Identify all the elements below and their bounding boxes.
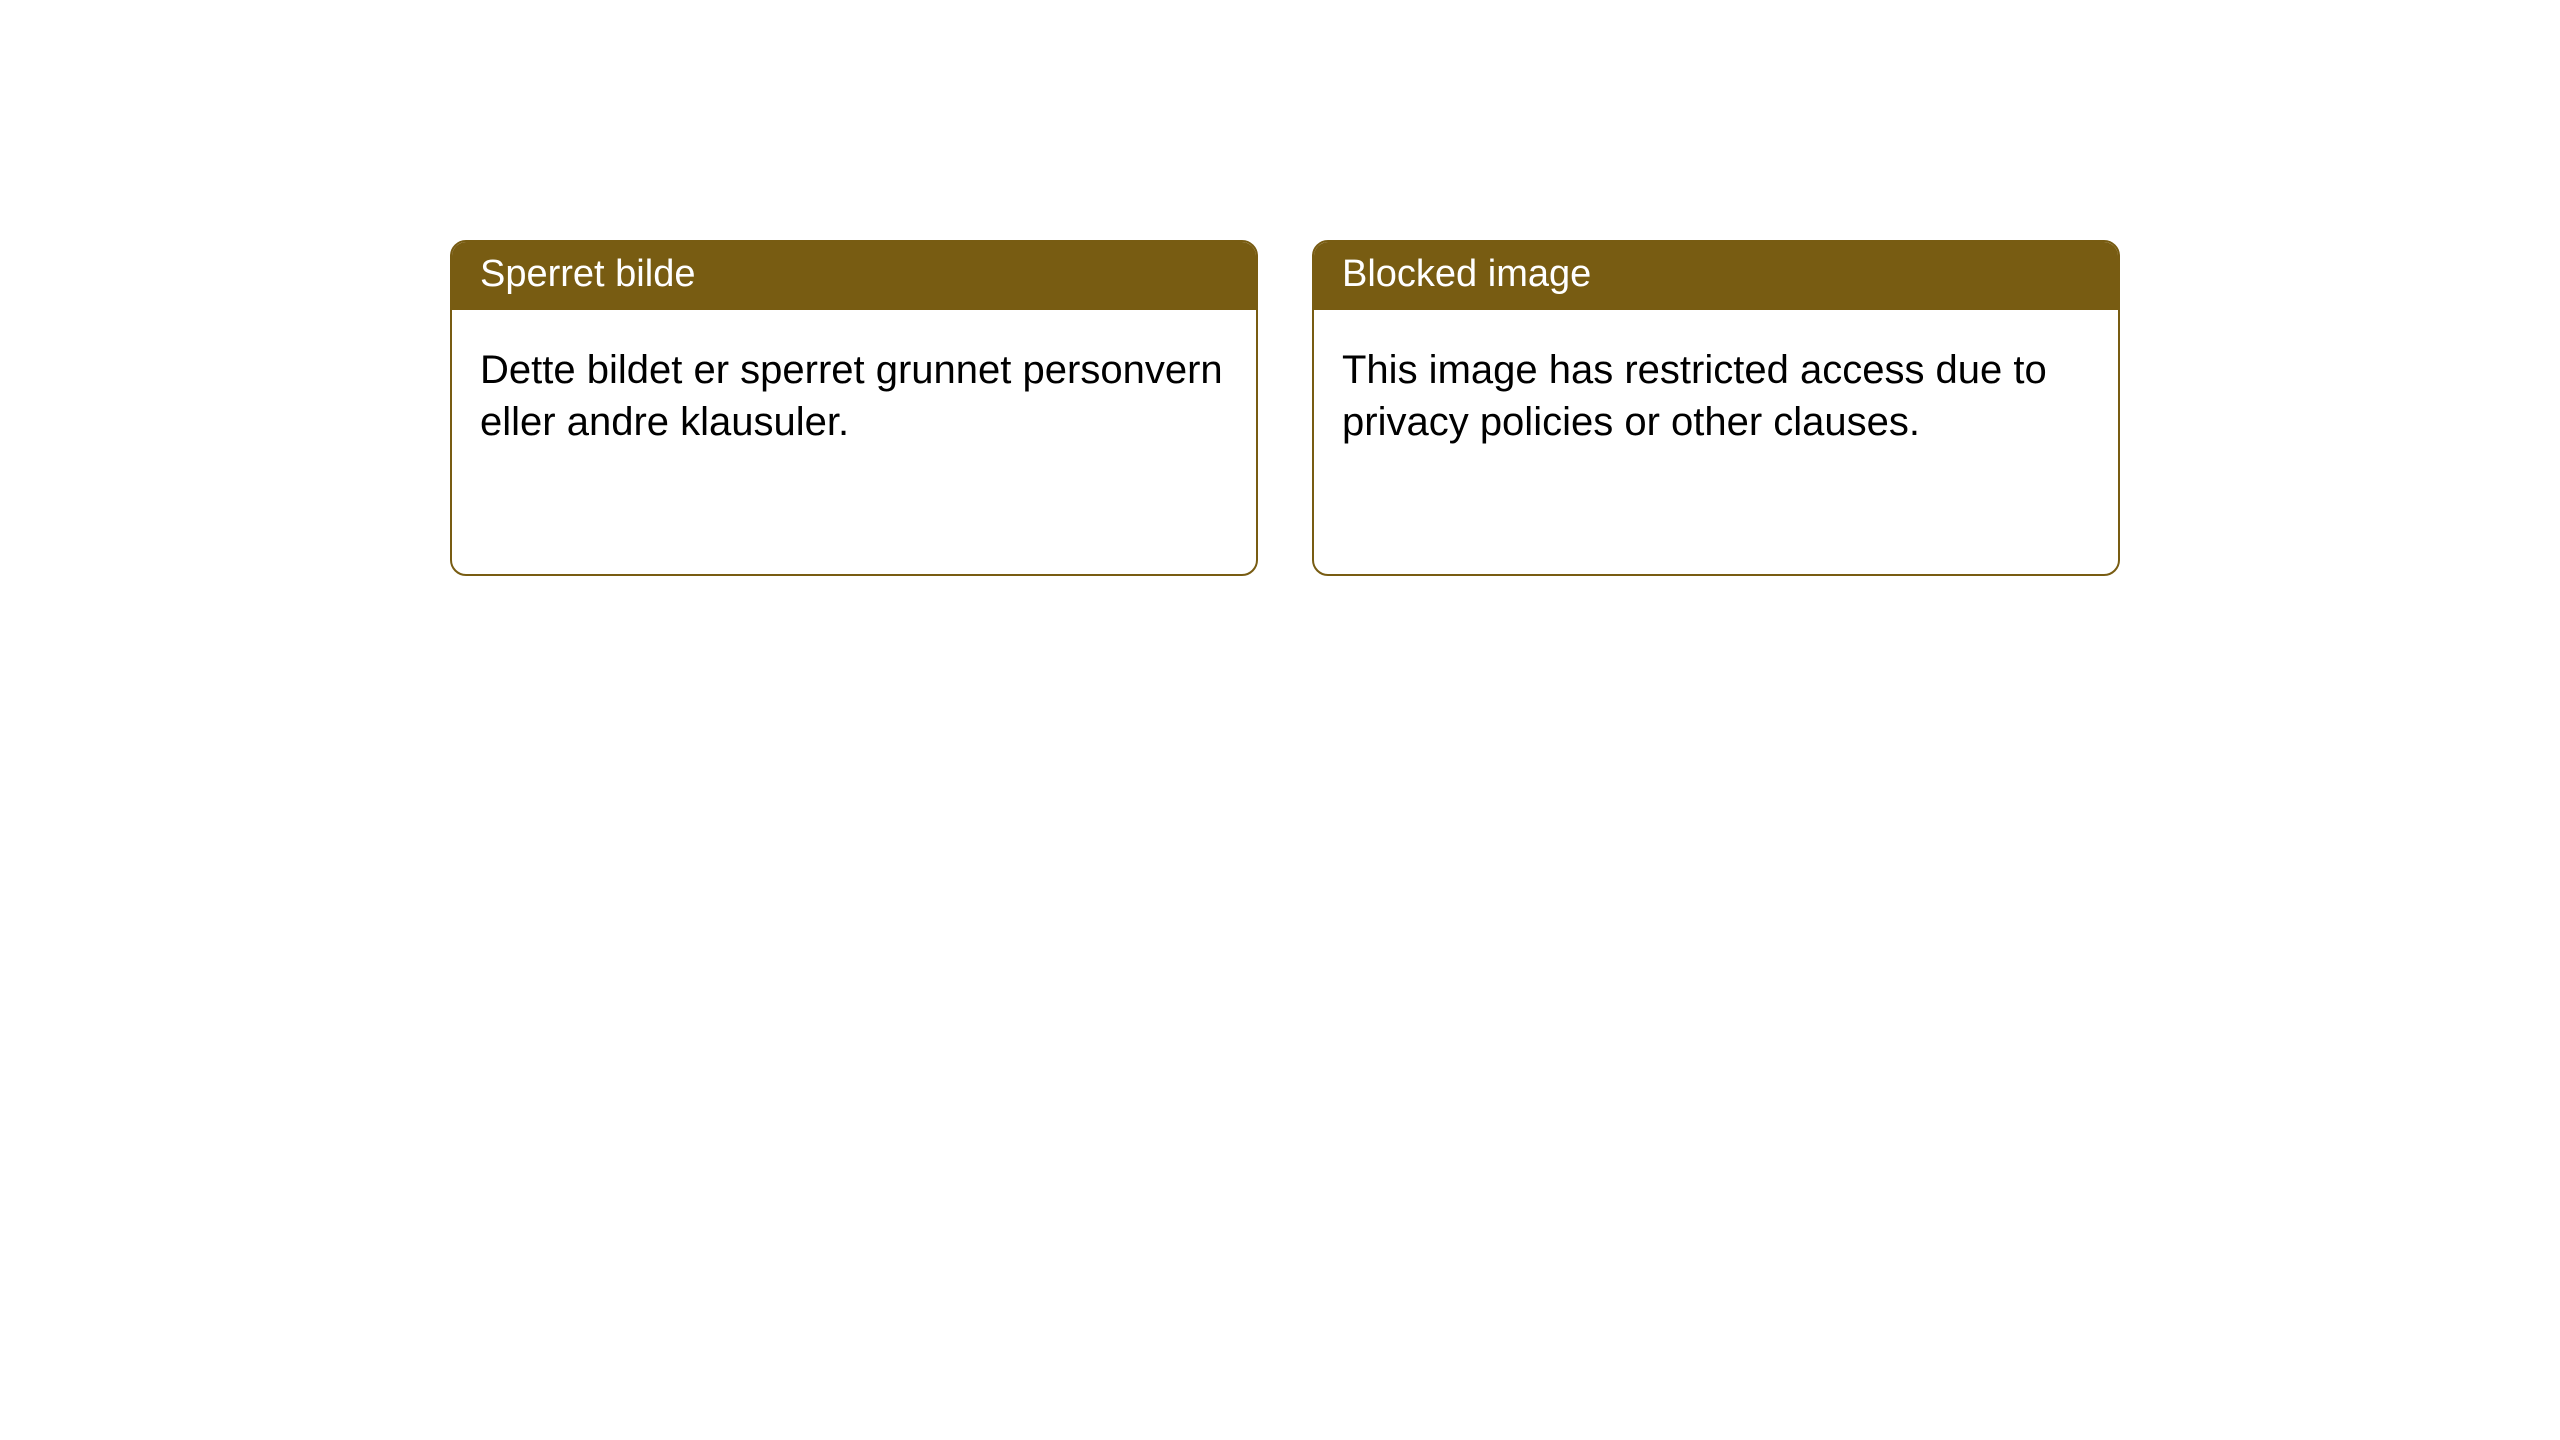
notice-card-english: Blocked image This image has restricted … <box>1312 240 2120 576</box>
notice-card-norwegian: Sperret bilde Dette bildet er sperret gr… <box>450 240 1258 576</box>
notice-body-text: Dette bildet er sperret grunnet personve… <box>452 310 1256 482</box>
notice-container: Sperret bilde Dette bildet er sperret gr… <box>0 0 2560 576</box>
notice-body-text: This image has restricted access due to … <box>1314 310 2118 482</box>
notice-title: Blocked image <box>1314 242 2118 310</box>
notice-title: Sperret bilde <box>452 242 1256 310</box>
